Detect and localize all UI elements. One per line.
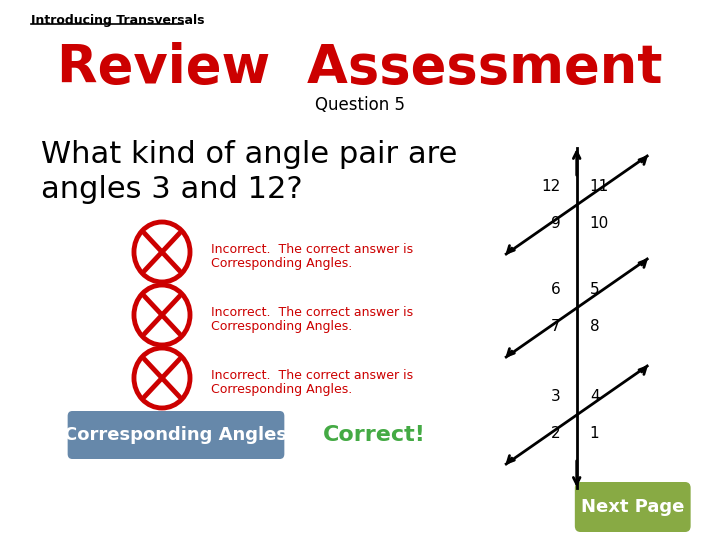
Text: 8: 8: [590, 319, 599, 334]
Text: Corresponding Angles.: Corresponding Angles.: [210, 257, 352, 270]
Text: Introducing Transversals: Introducing Transversals: [31, 14, 204, 27]
FancyBboxPatch shape: [575, 482, 690, 532]
Text: Question 5: Question 5: [315, 96, 405, 114]
Text: angles 3 and 12?: angles 3 and 12?: [40, 175, 302, 204]
Text: 12: 12: [541, 179, 561, 194]
Text: 9: 9: [551, 216, 561, 231]
Text: 2: 2: [552, 426, 561, 441]
Text: 3: 3: [551, 389, 561, 404]
Text: Correct!: Correct!: [323, 425, 426, 445]
Text: Review  Assessment: Review Assessment: [58, 42, 662, 94]
Text: 1: 1: [590, 426, 599, 441]
Text: 5: 5: [590, 282, 599, 297]
Text: 11: 11: [590, 179, 609, 194]
Text: 7: 7: [552, 319, 561, 334]
Text: Incorrect.  The correct answer is: Incorrect. The correct answer is: [210, 243, 413, 256]
Text: Corresponding Angles.: Corresponding Angles.: [210, 383, 352, 396]
Text: 4: 4: [590, 389, 599, 404]
Text: Corresponding Angles: Corresponding Angles: [65, 426, 287, 444]
FancyBboxPatch shape: [68, 411, 284, 459]
Text: Next Page: Next Page: [581, 498, 685, 516]
Text: Incorrect.  The correct answer is: Incorrect. The correct answer is: [210, 369, 413, 382]
Text: 10: 10: [590, 216, 609, 231]
Text: What kind of angle pair are: What kind of angle pair are: [40, 140, 457, 169]
Text: Incorrect.  The correct answer is: Incorrect. The correct answer is: [210, 306, 413, 319]
Text: Corresponding Angles.: Corresponding Angles.: [210, 320, 352, 333]
Text: 6: 6: [551, 282, 561, 297]
